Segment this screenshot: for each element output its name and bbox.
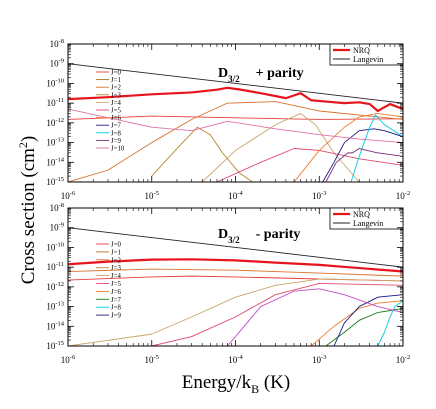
x-tick-label: 10-2 [396,354,410,365]
j-legend-label-j6: J=6 [111,289,121,296]
legend-label-langevin: Langevin [353,219,383,228]
series-langevin-line [68,227,403,268]
y-tick-label: 10-8 [50,38,64,49]
x-tick-label: 10-4 [228,190,243,201]
j-legend-label-j5: J=5 [111,108,121,115]
j-legend-label-j8: J=8 [111,130,121,137]
j-legend-label-j4: J=4 [111,100,121,107]
series-j-2-line [68,268,403,277]
x-tick-label: 10-6 [61,190,76,201]
series-j-5-line [216,148,403,182]
y-tick-label: 10-14 [46,156,64,167]
series-nrq-line [68,86,403,113]
legend-label-nrq: NRQ [353,210,370,219]
j-legend-label-j1: J=1 [111,249,121,256]
j-legend-label-j10: J=10 [111,146,125,153]
j-legend-label-j6: J=6 [111,115,121,122]
y-tick-label: 10-11 [47,97,64,108]
x-tick-label: 10-4 [228,354,243,365]
y-tick-label: 10-9 [50,58,64,69]
j-legend-label-j8: J=8 [111,305,121,312]
x-axis-label: Energy/kB (K) [182,372,290,396]
x-tick-label: 10-3 [312,354,326,365]
series-j-6-line [293,112,403,182]
series-j-2-line [68,101,403,182]
series-nrq-line [68,258,403,273]
panel-top-title: D3/2 + parity [218,66,304,84]
x-tick-label: 10-5 [145,190,159,201]
series-j-4-line [201,112,360,182]
y-tick-label: 10-13 [46,137,64,148]
y-tick-label: 10-15 [46,176,64,187]
y-tick-label: 10-12 [46,117,64,128]
legend-label-langevin: Langevin [353,55,383,64]
panel-bottom-plot [68,227,403,346]
series-j-0-line [68,115,403,120]
panel-bottom-title: D3/2- parity [218,227,300,245]
y-tick-label: 10-10 [46,241,64,252]
series-j-7-line [322,128,403,182]
x-tick-label: 10-3 [312,190,326,201]
y-tick-label: 10-14 [46,320,64,331]
x-tick-label: 10-6 [61,354,76,365]
y-tick-label: 10-9 [50,222,64,233]
x-axis-label-sub: B [251,382,259,396]
x-tick-label: 10-5 [145,354,159,365]
j-legend-label-j3: J=3 [111,92,121,99]
panel-top-x-ticks: 10-6 10-5 10-4 10-3 10-2 [61,44,410,201]
y-axis-label-sup: 2 [16,142,30,148]
panel-bottom-j-legend: J=0J=1J=2J=3J=4J=5J=6J=7J=8J=9 [96,242,121,320]
j-legend-label-j4: J=4 [111,273,121,280]
j-legend-label-j0: J=0 [111,70,121,77]
series-j-3-line [151,126,253,182]
j-legend-label-j0: J=0 [111,242,121,249]
x-tick-label: 10-2 [396,190,410,201]
y-tick-label: 10-10 [46,77,64,88]
j-legend-label-j7: J=7 [111,297,121,304]
panel-bottom-y-ticks: 10-8 10-9 10-10 10-11 10-12 10-13 10-14 10-15 [46,202,403,351]
panel-top-title-sub: 3/2 [228,74,240,84]
j-legend-label-j1: J=1 [111,77,121,84]
y-axis-label: Cross section (cm2) [16,136,39,284]
panel-bottom-title-sub: 3/2 [228,235,240,245]
y-axis-label-close: ) [18,136,39,142]
j-legend-label-j3: J=3 [111,265,121,272]
series-j-4-line [68,278,403,346]
panel-top-j-legend: J=0J=1J=2J=3J=4J=5J=6J=7J=8J=9J=10 [96,70,125,153]
series-j-9-line [333,294,403,346]
j-legend-label-j9: J=9 [111,313,121,320]
panel-top-title-tail: + parity [256,66,304,81]
y-tick-label: 10-8 [50,202,64,213]
panel-top-y-ticks: 10-8 10-9 10-10 10-11 10-12 10-13 10-14 10-15 [46,38,403,187]
j-legend-label-j2: J=2 [111,85,121,92]
y-tick-label: 10-13 [46,301,64,312]
series-j-8-line [377,300,403,346]
series-j-10-line [68,108,403,144]
legend-label-nrq: NRQ [353,46,370,55]
series-j-5-line [143,282,403,346]
y-tick-label: 10-12 [46,281,64,292]
panel-top-plot [68,63,403,182]
j-legend-label-j7: J=7 [111,123,121,130]
y-tick-label: 10-15 [46,340,64,351]
x-axis-label-unit: (K) [259,372,290,393]
j-legend-label-j5: J=5 [111,281,121,288]
j-legend-label-j9: J=9 [111,138,121,145]
panel-bottom-x-ticks: 10-6 10-5 10-4 10-3 10-2 [61,208,410,365]
y-tick-label: 10-11 [47,261,64,272]
series-j-10-line [227,288,403,346]
series-j-9-line [325,148,403,182]
series-langevin-line [68,63,403,104]
panel-bottom-title-tail: - parity [256,227,301,242]
series-j-8-line [350,114,403,182]
j-legend-label-j2: J=2 [111,257,121,264]
series-j-6-line [310,300,403,346]
